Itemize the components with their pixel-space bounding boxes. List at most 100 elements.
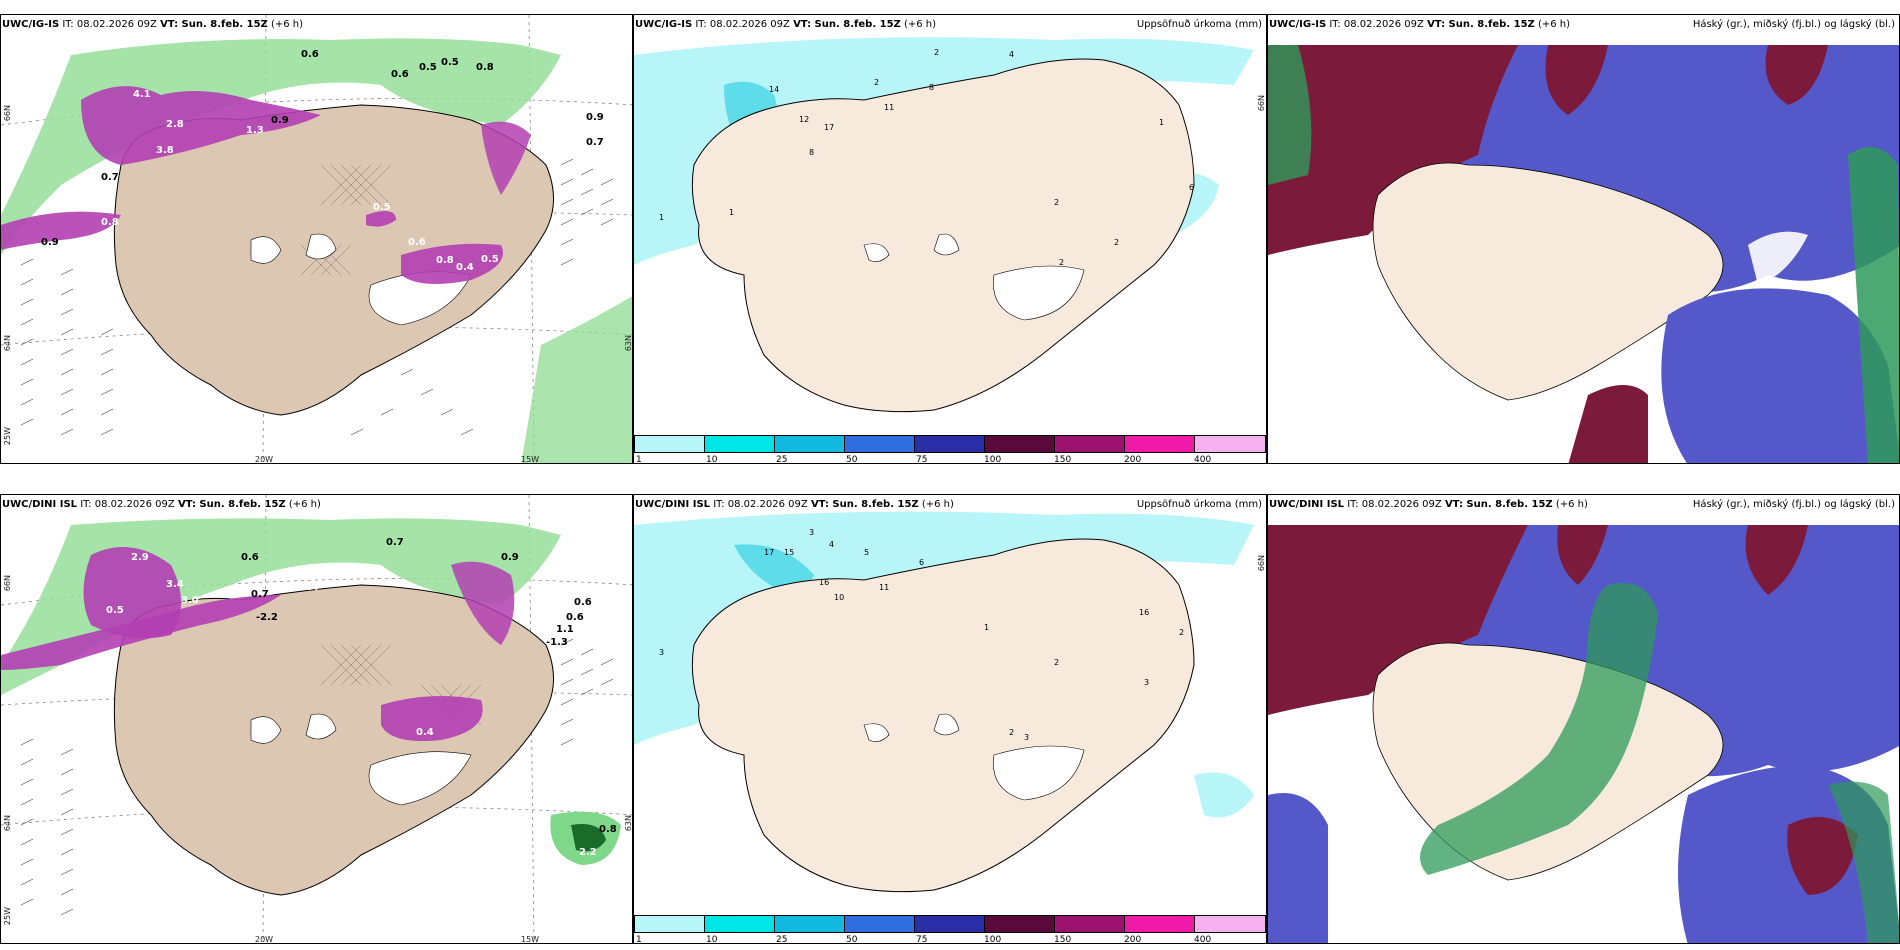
wind-value: 2.2 bbox=[579, 847, 597, 858]
precip-value: 6 bbox=[1189, 183, 1194, 192]
precip-value: 3 bbox=[1024, 733, 1029, 742]
wind-value: 2.4 bbox=[301, 582, 319, 593]
colorbar-swatch bbox=[914, 915, 984, 933]
wind-value: 0.4 bbox=[416, 727, 434, 738]
colorbar-label: 50 bbox=[846, 455, 858, 464]
colorbar-swatch bbox=[774, 915, 844, 933]
colorbar-swatch bbox=[914, 435, 984, 453]
lat-label: 66N bbox=[1257, 95, 1266, 112]
wind-value: 3.4 bbox=[166, 579, 184, 590]
precip-value: 2 bbox=[1054, 658, 1059, 667]
colorbar-swatch bbox=[984, 435, 1054, 453]
colorbar-label: 75 bbox=[916, 455, 928, 464]
map-panel-cloud-top: UWC/IG-IS IT: 08.02.2026 09Z VT: Sun. 8.… bbox=[1267, 14, 1900, 464]
wind-value: -2.2 bbox=[256, 612, 278, 623]
precip-value: 16 bbox=[819, 578, 829, 587]
colorbar: 1 10 25 50 75 100 150 200 400 bbox=[634, 915, 1266, 944]
colorbar-label: 150 bbox=[1054, 935, 1072, 944]
precip-value: 2 bbox=[1059, 258, 1064, 267]
lat-label: 63N bbox=[624, 335, 633, 352]
wind-map-top: 0.6 0.5 0.8 0.6 4.1 2.8 3.8 1.3 0.9 0.7 … bbox=[1, 15, 632, 463]
precip-value: 8 bbox=[929, 83, 934, 92]
wind-value: 0.5 bbox=[481, 254, 499, 265]
wind-value: 0.6 bbox=[241, 552, 259, 563]
panel-variable-title: Háský (gr.), miðský (fj.bl.) og lágský (… bbox=[1692, 499, 1895, 510]
cloud-map-bottom bbox=[1268, 495, 1899, 943]
colorbar-swatch bbox=[774, 435, 844, 453]
panel-title: UWC/DINI ISL IT: 08.02.2026 09Z VT: Sun.… bbox=[635, 499, 954, 510]
colorbar-label: 1 bbox=[636, 935, 642, 944]
colorbar-swatch bbox=[1124, 435, 1194, 453]
wind-value: 0.7 bbox=[101, 172, 119, 183]
wind-value: 0.8 bbox=[599, 824, 617, 835]
wind-value: 0.5 bbox=[419, 62, 437, 73]
precip-value: 4 bbox=[829, 540, 834, 549]
wind-value: 0.9 bbox=[586, 112, 604, 123]
precip-value: 2 bbox=[934, 48, 939, 57]
precip-value: 2 bbox=[1114, 238, 1119, 247]
lat-label: 63N bbox=[624, 815, 633, 832]
precip-value: 10 bbox=[834, 593, 844, 602]
wind-value: 0.5 bbox=[441, 57, 459, 68]
colorbar-label: 400 bbox=[1194, 455, 1212, 464]
colorbar-swatch bbox=[1194, 435, 1266, 453]
colorbar-swatch bbox=[844, 435, 914, 453]
wind-value: 1.3 bbox=[246, 125, 264, 136]
lon-label: 20W bbox=[255, 455, 274, 464]
iceland-land bbox=[113, 584, 554, 896]
precip-value: 1 bbox=[729, 208, 734, 217]
precip-value: 2 bbox=[1179, 628, 1184, 637]
colorbar-label: 200 bbox=[1124, 935, 1142, 944]
colorbar-label: 75 bbox=[916, 935, 928, 944]
lat-label: 25W bbox=[3, 907, 12, 926]
lat-label: 66N bbox=[3, 105, 12, 122]
lat-label: 66N bbox=[3, 575, 12, 592]
lat-label: 64N bbox=[3, 335, 12, 352]
precip-value: 1 bbox=[659, 213, 664, 222]
wind-value: 1.1 bbox=[556, 624, 574, 635]
panel-title: UWC/DINI ISL IT: 08.02.2026 09Z VT: Sun.… bbox=[2, 499, 321, 510]
precip-value: 2 bbox=[1054, 198, 1059, 207]
precip-map-top: 2 4 14 12 17 11 8 2 1 2 1 8 6 2 2 1 bbox=[634, 15, 1266, 435]
precip-value: 11 bbox=[879, 583, 889, 592]
colorbar-swatch bbox=[704, 435, 774, 453]
wind-value: 0.6 bbox=[408, 237, 426, 248]
precip-value: 8 bbox=[809, 148, 814, 157]
wind-value: 0.8 bbox=[436, 255, 454, 266]
precip-value: 2 bbox=[1009, 728, 1014, 737]
panel-variable-title: Háský (gr.), miðský (fj.bl.) og lágský (… bbox=[1692, 19, 1895, 30]
precip-value: 11 bbox=[884, 103, 894, 112]
precip-value: 4 bbox=[1009, 50, 1014, 59]
map-panel-wind-bottom: 0.7 0.6 2.9 3.4 3.0 0.5 2.4 0.7 -2.2 0.9… bbox=[0, 494, 633, 944]
wind-value: 3.0 bbox=[181, 595, 199, 606]
precip-value: 1 bbox=[1159, 118, 1164, 127]
lon-label: 15W bbox=[521, 935, 540, 944]
colorbar-label: 100 bbox=[984, 935, 1002, 944]
lon-label: 20W bbox=[255, 935, 274, 944]
colorbar-label: 10 bbox=[706, 935, 718, 944]
colorbar-swatch bbox=[844, 915, 914, 933]
panel-variable-title: Uppsöfnuð úrkoma (mm) bbox=[1136, 499, 1262, 510]
panel-title: UWC/DINI ISL IT: 08.02.2026 09Z VT: Sun.… bbox=[1269, 499, 1588, 510]
colorbar-label: 200 bbox=[1124, 455, 1142, 464]
wind-value: 0.6 bbox=[574, 597, 592, 608]
lat-label: 66N bbox=[1257, 555, 1266, 572]
lat-label: 64N bbox=[3, 815, 12, 832]
colorbar-swatch bbox=[704, 915, 774, 933]
panel-title: UWC/IG-IS IT: 08.02.2026 09Z VT: Sun. 8.… bbox=[1269, 19, 1571, 30]
precip-value: 3 bbox=[809, 528, 814, 537]
wind-value: 0.7 bbox=[251, 589, 269, 600]
wind-value: 0.7 bbox=[386, 537, 404, 548]
precip-value: 1 bbox=[984, 623, 989, 632]
colorbar-label: 25 bbox=[776, 455, 788, 464]
precip-value: 17 bbox=[824, 123, 834, 132]
wind-value: 0.9 bbox=[41, 237, 59, 248]
precip-value: 16 bbox=[1139, 608, 1149, 617]
precip-value: 6 bbox=[919, 558, 924, 567]
colorbar-swatch bbox=[984, 915, 1054, 933]
map-panel-cloud-bottom: UWC/DINI ISL IT: 08.02.2026 09Z VT: Sun.… bbox=[1267, 494, 1900, 944]
wind-value: 0.7 bbox=[586, 137, 604, 148]
wind-map-bottom: 0.7 0.6 2.9 3.4 3.0 0.5 2.4 0.7 -2.2 0.9… bbox=[1, 495, 632, 943]
wind-value: 0.5 bbox=[106, 605, 124, 616]
colorbar-label: 400 bbox=[1194, 935, 1212, 944]
